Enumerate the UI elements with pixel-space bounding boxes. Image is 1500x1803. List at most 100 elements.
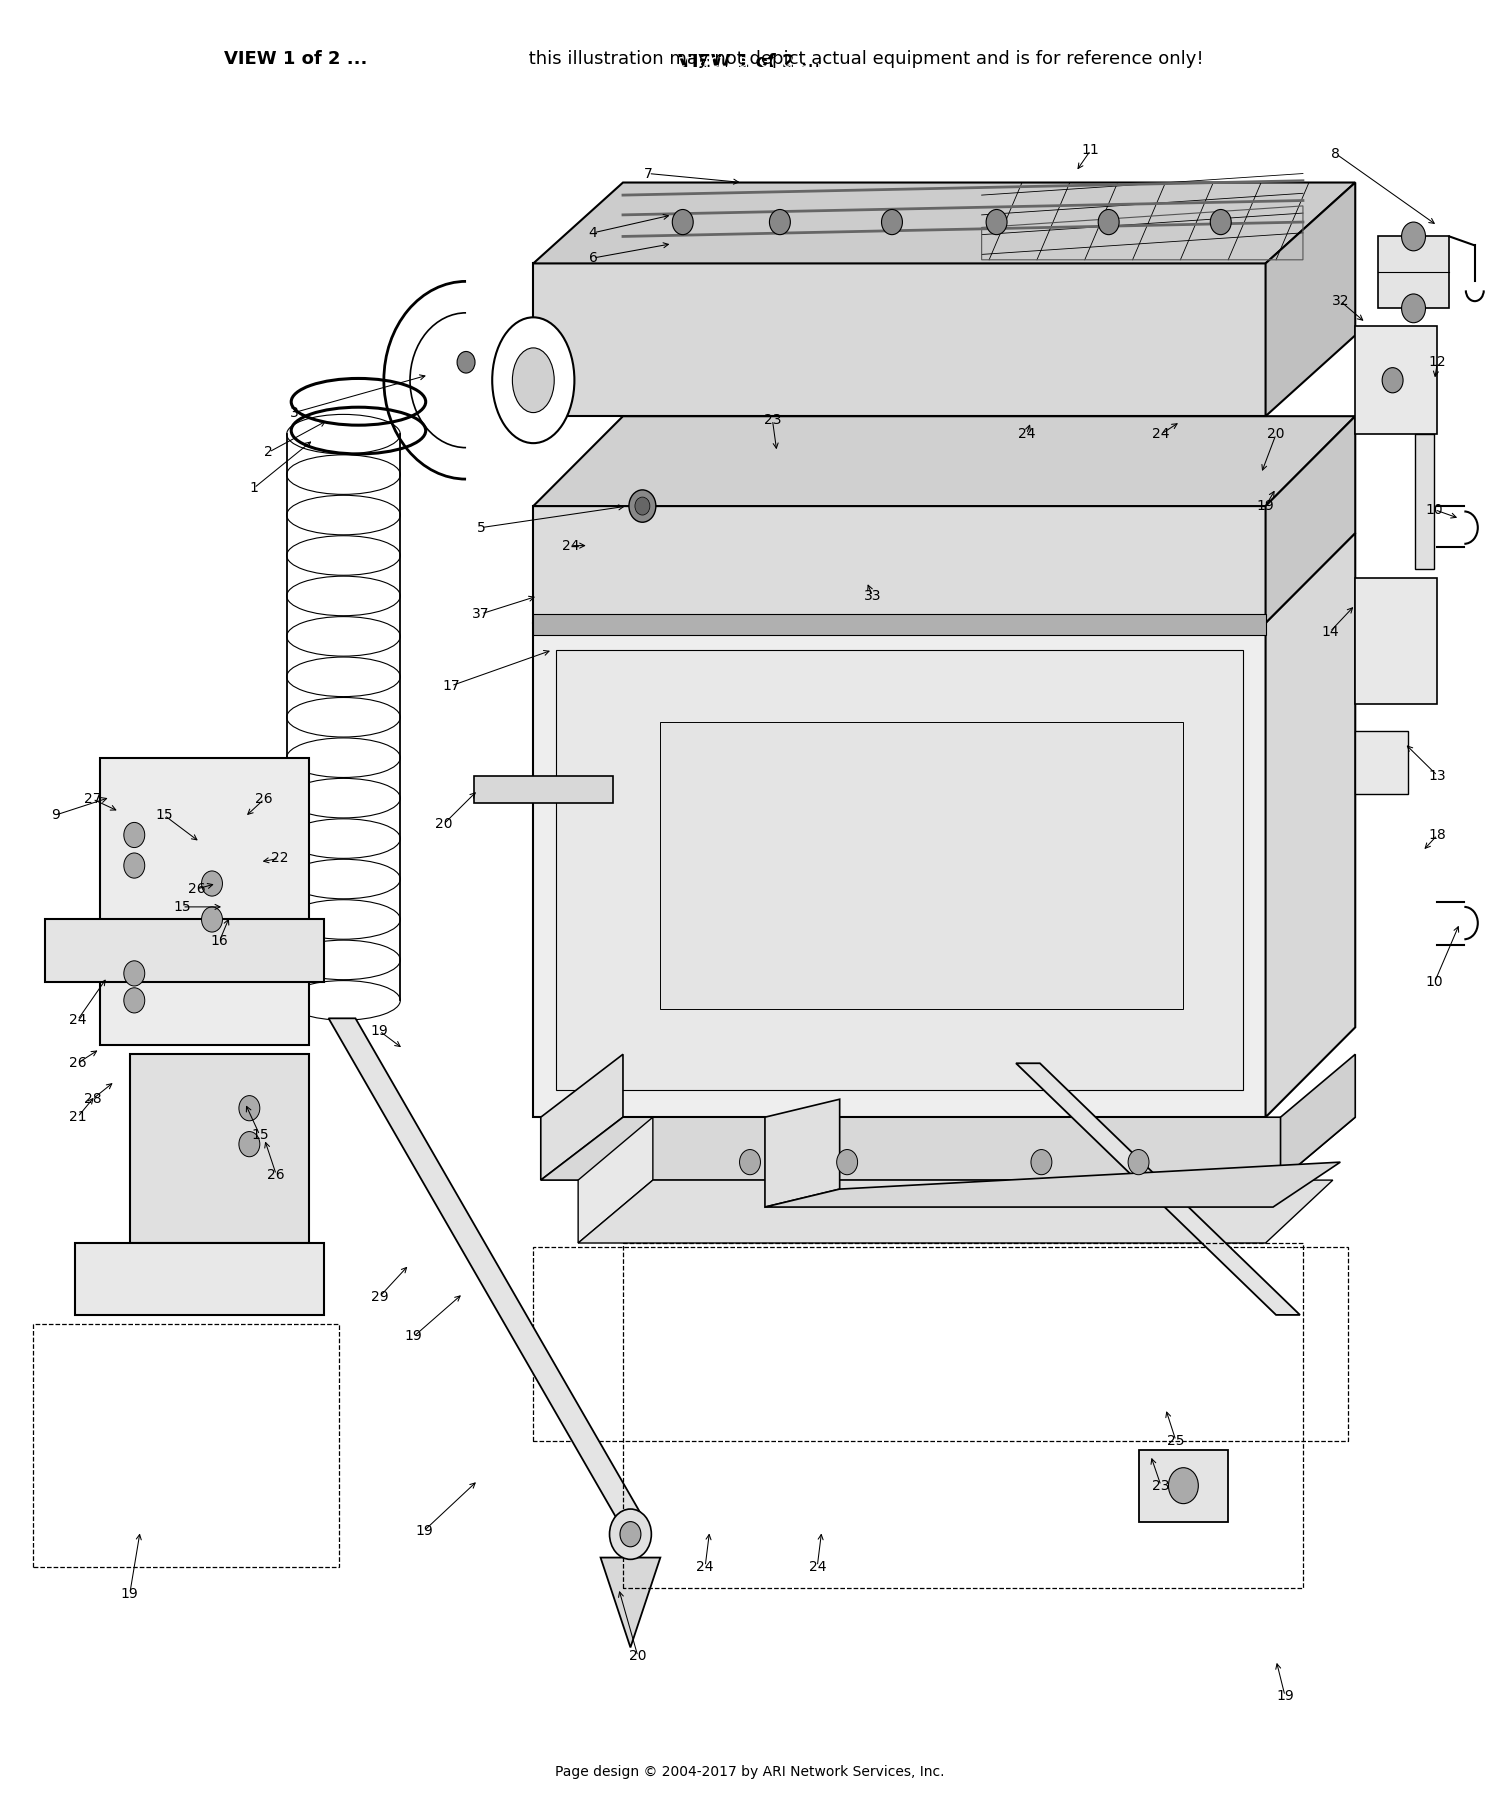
Text: 15: 15	[251, 1129, 268, 1141]
Polygon shape	[578, 1181, 1334, 1242]
Polygon shape	[1377, 236, 1449, 308]
Circle shape	[837, 1150, 858, 1176]
Text: 26: 26	[188, 882, 206, 896]
Text: 24: 24	[1152, 427, 1170, 442]
Circle shape	[1098, 209, 1119, 234]
Polygon shape	[1016, 1064, 1300, 1314]
Polygon shape	[765, 1100, 840, 1206]
Text: 19: 19	[1257, 499, 1275, 514]
Polygon shape	[1266, 534, 1356, 1118]
Polygon shape	[542, 1118, 1356, 1181]
Circle shape	[634, 498, 650, 516]
Ellipse shape	[513, 348, 554, 413]
Circle shape	[124, 961, 144, 986]
Text: 27: 27	[84, 792, 100, 806]
Polygon shape	[534, 263, 1266, 416]
Polygon shape	[1356, 326, 1437, 435]
Circle shape	[238, 1096, 260, 1121]
Text: 26: 26	[267, 1168, 285, 1181]
Text: 37: 37	[472, 608, 489, 620]
Circle shape	[770, 209, 790, 234]
Text: 29: 29	[370, 1289, 388, 1304]
Circle shape	[986, 209, 1006, 234]
Text: 9: 9	[51, 808, 60, 822]
Text: 3: 3	[290, 406, 298, 420]
Circle shape	[672, 209, 693, 234]
Text: 4: 4	[588, 225, 597, 240]
Polygon shape	[474, 775, 612, 802]
Circle shape	[1401, 294, 1425, 323]
Polygon shape	[1266, 416, 1356, 622]
Polygon shape	[534, 534, 1356, 622]
Text: 18: 18	[1428, 828, 1446, 842]
Polygon shape	[578, 1118, 652, 1242]
Polygon shape	[600, 1558, 660, 1648]
Circle shape	[1168, 1468, 1198, 1504]
Text: 24: 24	[808, 1560, 826, 1574]
Text: 14: 14	[1322, 626, 1338, 638]
Polygon shape	[75, 1242, 324, 1314]
Text: 1: 1	[249, 481, 258, 496]
Text: 6: 6	[588, 251, 597, 265]
Text: 26: 26	[69, 1057, 87, 1071]
Polygon shape	[534, 416, 1356, 507]
Text: 20: 20	[435, 817, 453, 831]
Text: 19: 19	[405, 1329, 423, 1343]
Polygon shape	[765, 1163, 1341, 1206]
Text: this illustration may not depict actual equipment and is for reference only!: this illustration may not depict actual …	[410, 52, 1090, 70]
Text: 22: 22	[270, 851, 288, 865]
Text: 7: 7	[644, 166, 652, 180]
Circle shape	[628, 490, 656, 523]
Polygon shape	[555, 649, 1244, 1091]
Text: 24: 24	[696, 1560, 714, 1574]
Text: 32: 32	[1332, 294, 1348, 308]
Polygon shape	[534, 507, 1266, 622]
Text: this illustration may not depict actual equipment and is for reference only!: this illustration may not depict actual …	[524, 49, 1203, 67]
Text: 24: 24	[1017, 427, 1035, 442]
Text: ARI: ARI	[681, 867, 1028, 1044]
Text: 17: 17	[442, 678, 460, 692]
Text: 15: 15	[156, 808, 172, 822]
Text: 12: 12	[1428, 355, 1446, 370]
Ellipse shape	[492, 317, 574, 444]
Text: 2: 2	[264, 445, 273, 460]
Circle shape	[201, 871, 222, 896]
Polygon shape	[130, 1055, 309, 1242]
Text: 10: 10	[1425, 503, 1443, 517]
Polygon shape	[1414, 435, 1434, 570]
Circle shape	[1382, 368, 1402, 393]
Circle shape	[1401, 222, 1425, 251]
Text: VIEW 1 of 2 ...: VIEW 1 of 2 ...	[678, 52, 822, 70]
Text: 25: 25	[1167, 1433, 1185, 1448]
Text: 19: 19	[416, 1524, 434, 1538]
Text: 19: 19	[1276, 1689, 1294, 1704]
Circle shape	[1210, 209, 1231, 234]
Text: VIEW 1 of 2 ...: VIEW 1 of 2 ...	[224, 49, 368, 67]
Circle shape	[740, 1150, 760, 1176]
Circle shape	[620, 1522, 640, 1547]
Text: 21: 21	[69, 1111, 87, 1125]
Text: 13: 13	[1428, 768, 1446, 783]
Text: 24: 24	[562, 539, 579, 552]
Circle shape	[1030, 1150, 1051, 1176]
Text: 33: 33	[864, 590, 882, 602]
Circle shape	[609, 1509, 651, 1560]
Text: 19: 19	[122, 1587, 138, 1601]
Circle shape	[1128, 1150, 1149, 1176]
Text: 15: 15	[174, 900, 190, 914]
Polygon shape	[1281, 1055, 1356, 1181]
Polygon shape	[660, 721, 1184, 1010]
Circle shape	[458, 352, 476, 373]
Polygon shape	[542, 1055, 622, 1181]
Text: 16: 16	[210, 934, 228, 948]
Polygon shape	[534, 613, 1266, 635]
Text: Page design © 2004-2017 by ARI Network Services, Inc.: Page design © 2004-2017 by ARI Network S…	[555, 1765, 945, 1778]
Polygon shape	[328, 1019, 645, 1522]
Polygon shape	[1356, 579, 1437, 703]
Text: 8: 8	[1332, 146, 1341, 160]
Circle shape	[882, 209, 903, 234]
Text: 26: 26	[255, 792, 273, 806]
Polygon shape	[1266, 182, 1356, 416]
Text: 23: 23	[1152, 1478, 1170, 1493]
Text: 10: 10	[1425, 975, 1443, 990]
